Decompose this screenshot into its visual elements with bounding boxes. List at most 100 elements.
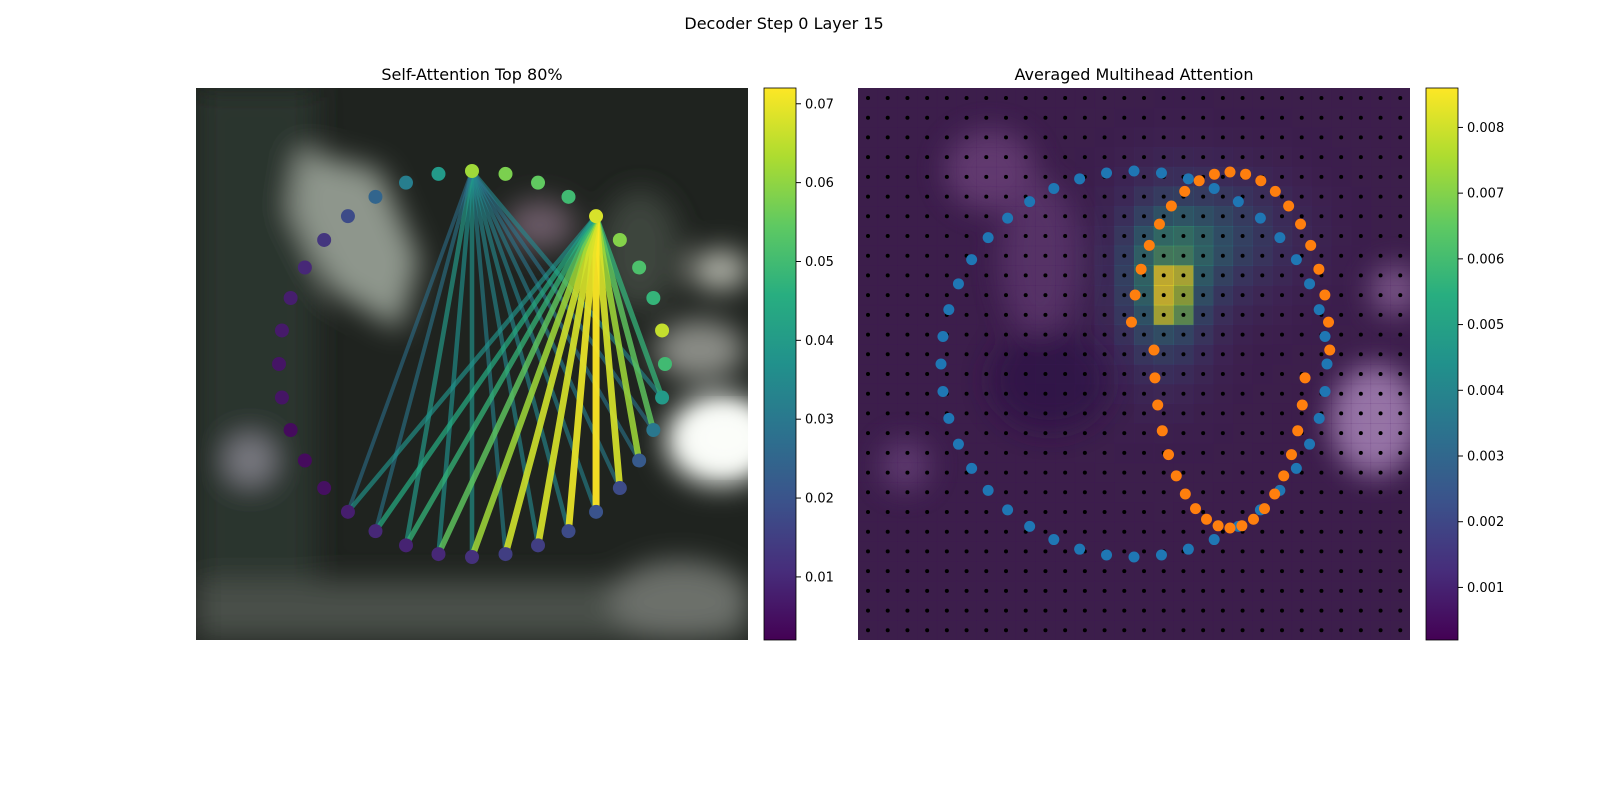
grid-dot — [1142, 96, 1146, 100]
grid-dot — [1280, 450, 1284, 455]
attention-edge — [373, 169, 474, 534]
grid-dot — [1043, 588, 1048, 593]
grid-dot — [885, 332, 890, 337]
grid-dot — [1398, 234, 1403, 238]
grid-dot — [1260, 569, 1265, 574]
grid-dot — [866, 234, 870, 238]
grid-dot — [1043, 332, 1048, 337]
grid-dot — [1023, 411, 1028, 416]
grid-dot — [1240, 372, 1245, 376]
blue-keypoint — [982, 484, 994, 496]
grid-dot — [1358, 529, 1363, 534]
grid-dot — [1043, 372, 1048, 376]
grid-dot — [1201, 628, 1206, 633]
colorbar-tick-label: 0.003 — [1467, 450, 1504, 465]
grid-dot — [1398, 529, 1403, 534]
grid-dot — [1122, 411, 1127, 416]
grid-dot — [1004, 96, 1008, 100]
grid-dot — [866, 96, 870, 100]
grid-dot — [1319, 529, 1324, 534]
grid-dot — [1181, 352, 1186, 357]
grid-dot — [1220, 450, 1225, 455]
grid-dot — [1142, 608, 1146, 613]
grid-dot — [1220, 96, 1225, 100]
attention-point — [398, 175, 413, 190]
grid-dot — [1043, 234, 1048, 238]
grid-dot — [1082, 115, 1087, 120]
grid-dot — [1240, 234, 1245, 238]
grid-dot — [1398, 352, 1403, 357]
grid-dot — [866, 569, 870, 574]
grid-dot — [1181, 450, 1186, 455]
grid-dot — [1339, 549, 1344, 554]
grid-dot — [1260, 273, 1265, 278]
grid-dot — [925, 569, 930, 574]
attention-point — [431, 547, 446, 562]
grid-dot — [905, 490, 910, 495]
grid-dot — [1102, 450, 1107, 455]
grid-dot — [1398, 569, 1403, 574]
grid-dot — [866, 293, 870, 298]
grid-dot — [1043, 411, 1048, 416]
attention-edge — [593, 213, 657, 433]
grid-dot — [984, 155, 989, 160]
attention-edge — [592, 213, 643, 464]
grid-dot — [1082, 214, 1087, 219]
grid-dot — [1358, 588, 1363, 593]
grid-dot — [1082, 372, 1087, 376]
grid-dot — [1102, 234, 1107, 238]
grid-dot — [1299, 234, 1304, 238]
grid-dot — [1201, 608, 1206, 613]
grid-dot — [1299, 510, 1304, 514]
orange-keypoint — [1292, 425, 1304, 437]
grid-dot — [1102, 96, 1107, 100]
grid-dot — [905, 155, 910, 160]
grid-dot — [905, 529, 910, 534]
grid-dot — [1102, 628, 1107, 633]
grid-dot — [885, 155, 890, 160]
blue-keypoint — [1002, 504, 1014, 516]
grid-dot — [944, 194, 949, 199]
grid-dot — [866, 549, 870, 554]
colorbar-tick-label: 0.002 — [1467, 515, 1504, 530]
grid-dot — [1319, 470, 1324, 475]
grid-dot — [1161, 194, 1166, 199]
grid-dot — [1260, 312, 1265, 317]
grid-dot — [1122, 529, 1127, 534]
grid-dot — [984, 135, 989, 140]
grid-dot — [1102, 214, 1107, 219]
grid-dot — [1220, 352, 1225, 357]
grid-dot — [984, 115, 989, 120]
grid-dot — [1280, 96, 1284, 100]
grid-dot — [1299, 96, 1304, 100]
attention-edge — [565, 212, 600, 535]
blue-keypoint — [1182, 173, 1194, 185]
grid-dot — [885, 411, 890, 416]
grid-dot — [964, 135, 969, 140]
grid-dot — [905, 628, 910, 633]
grid-dot — [964, 293, 969, 298]
grid-dot — [885, 391, 890, 396]
grid-dot — [905, 431, 910, 436]
grid-dot — [1201, 332, 1206, 337]
grid-dot — [1398, 174, 1403, 179]
grid-dot — [1220, 332, 1225, 337]
grid-dot — [1378, 529, 1383, 534]
grid-dot — [1299, 569, 1304, 574]
grid-dot — [1240, 549, 1245, 554]
grid-dot — [1260, 450, 1265, 455]
grid-dot — [1358, 332, 1363, 337]
grid-dot — [1240, 411, 1245, 416]
colorbar-tick-label: 0.05 — [805, 255, 834, 270]
grid-dot — [984, 332, 989, 337]
grid-dot — [1339, 155, 1344, 160]
grid-dot — [925, 391, 930, 396]
grid-dot — [925, 411, 930, 416]
grid-dot — [1339, 293, 1344, 298]
grid-dot — [1043, 391, 1048, 396]
grid-dot — [1358, 431, 1363, 436]
grid-dot — [944, 490, 949, 495]
grid-dot — [1102, 569, 1107, 574]
grid-dot — [1082, 155, 1087, 160]
grid-dot — [964, 569, 969, 574]
